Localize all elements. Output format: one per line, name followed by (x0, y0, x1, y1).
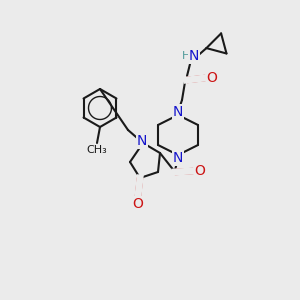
Text: O: O (133, 197, 143, 211)
Text: N: N (173, 105, 183, 119)
Text: N: N (137, 134, 147, 148)
Text: N: N (173, 151, 183, 165)
Text: H: H (182, 51, 190, 61)
Text: CH₃: CH₃ (87, 145, 107, 155)
Text: N: N (189, 49, 199, 63)
Text: O: O (207, 71, 218, 85)
Text: O: O (195, 164, 206, 178)
